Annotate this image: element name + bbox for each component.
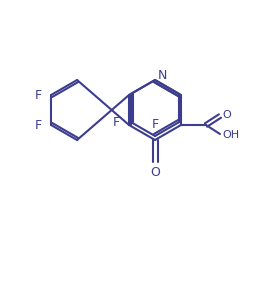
Text: O: O [150, 165, 160, 178]
Text: O: O [223, 110, 231, 120]
Text: F: F [113, 115, 120, 128]
Text: F: F [34, 118, 42, 131]
Text: N: N [157, 68, 167, 81]
Text: F: F [34, 89, 42, 102]
Text: F: F [151, 118, 159, 131]
Text: OH: OH [222, 130, 239, 140]
